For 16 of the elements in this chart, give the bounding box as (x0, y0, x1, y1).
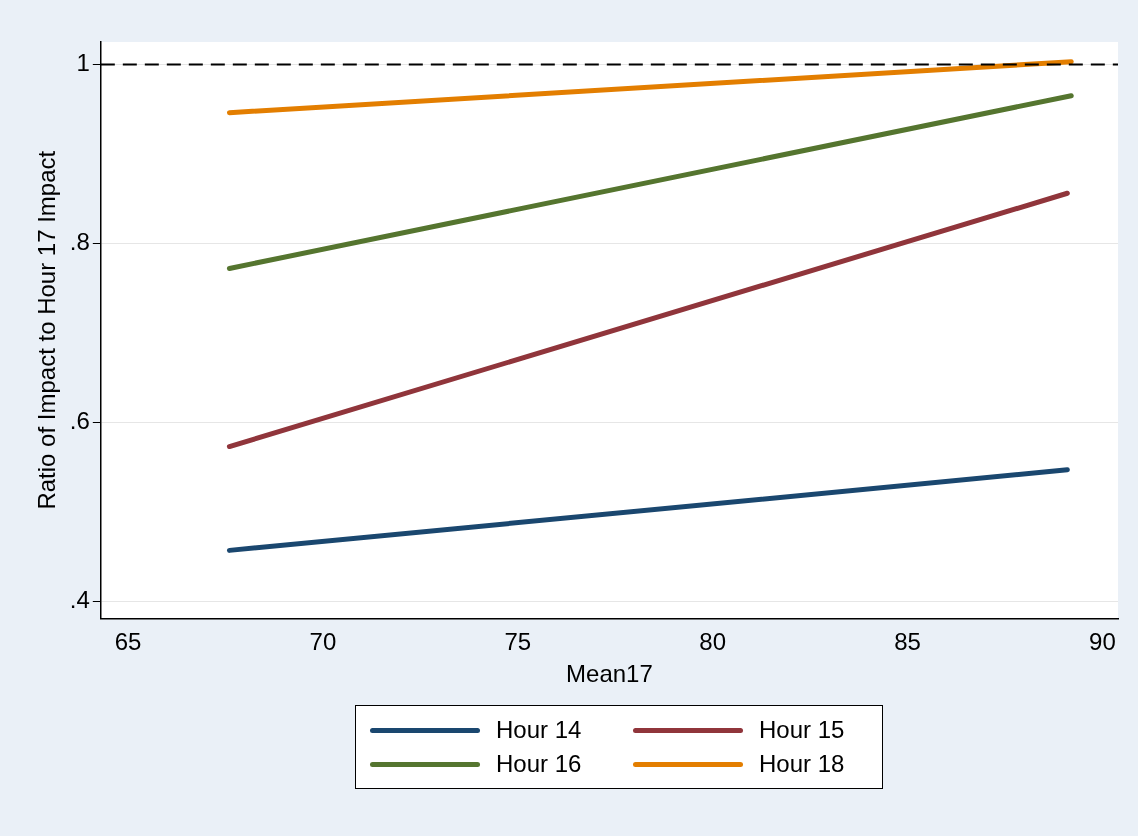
x-tick-label: 80 (699, 628, 727, 656)
legend-label: Hour 15 (759, 716, 845, 744)
x-tick-label: 90 (1089, 628, 1116, 656)
y-tick-label: .4 (69, 586, 90, 614)
legend-label: Hour 18 (759, 750, 845, 778)
x-axis-title: Mean17 (566, 660, 653, 688)
x-tick-label: 85 (894, 628, 921, 656)
legend-label: Hour 16 (496, 750, 582, 778)
y-axis-title: Ratio of Impact to Hour 17 Impact (33, 150, 61, 510)
x-tick-label: 70 (309, 628, 337, 656)
x-tick-label: 65 (114, 628, 142, 656)
y-tick-label: .8 (69, 228, 90, 256)
legend-label: Hour 14 (496, 716, 582, 744)
y-tick-label: .6 (69, 407, 90, 435)
y-tick-label: 1 (76, 49, 90, 76)
x-tick-label: 75 (504, 628, 532, 656)
